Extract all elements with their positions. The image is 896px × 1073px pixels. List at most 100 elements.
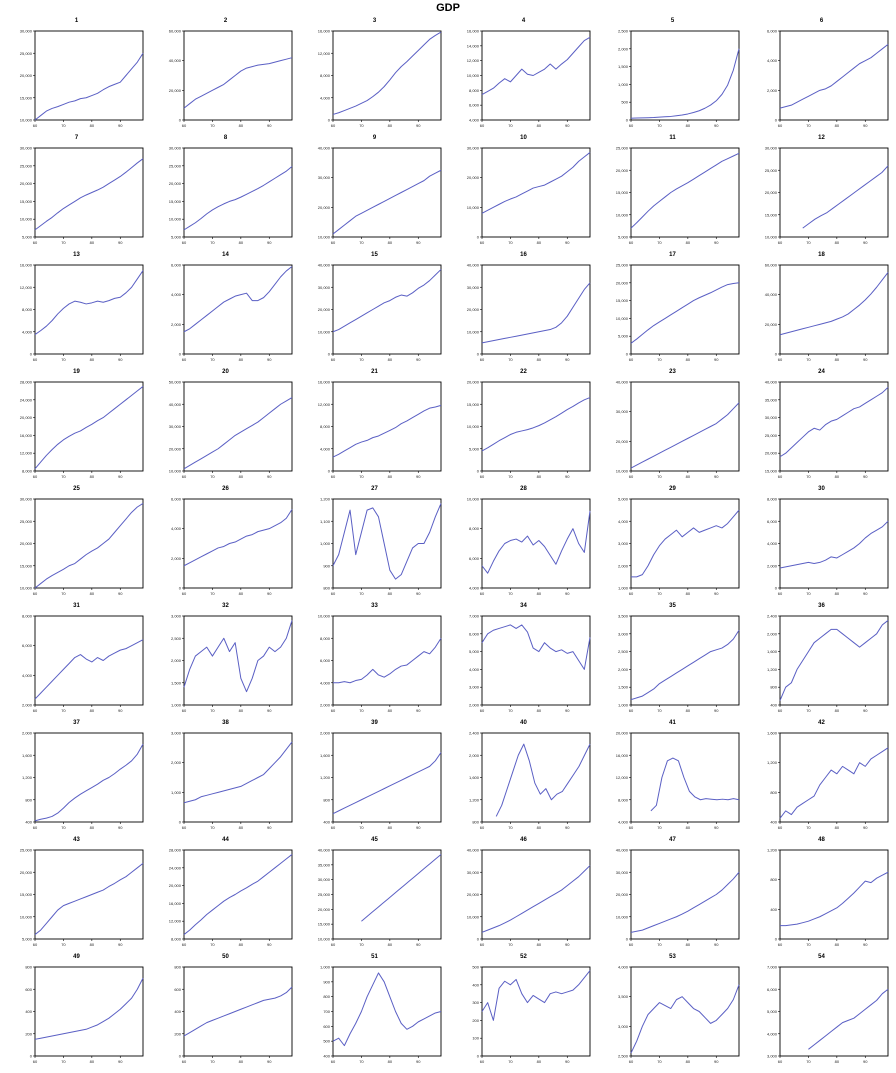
chart-panel: 14 6,000 4,000 2,000 0 60 70 80 90 (151, 252, 300, 369)
y-tick-label: 3,500 (618, 614, 629, 619)
y-tick-label: 28,000 (20, 380, 33, 385)
chart-panel: 46 40,000 30,000 20,000 10,000 0 60 70 80 90 (449, 837, 598, 954)
y-tick-label: 15,000 (467, 402, 480, 407)
y-tick-label: 12,000 (616, 775, 629, 780)
panel-title: 25 (73, 486, 80, 492)
y-tick-label: 0 (477, 352, 480, 357)
y-tick-label: 800 (25, 797, 32, 802)
x-tick-label: 90 (863, 123, 868, 128)
x-tick-label: 60 (182, 240, 187, 245)
x-tick-label: 80 (537, 357, 542, 362)
y-tick-label: 4,000 (171, 292, 182, 297)
x-tick-label: 90 (267, 357, 272, 362)
x-tick-label: 70 (657, 942, 662, 947)
y-tick-label: 4,000 (469, 667, 480, 672)
x-tick-label: 80 (686, 240, 691, 245)
x-tick-label: 70 (508, 123, 513, 128)
y-tick-label: 35,000 (765, 397, 778, 402)
x-tick-label: 60 (778, 942, 783, 947)
x-tick-label: 60 (33, 708, 38, 713)
chart-panel: 4 16,000 14,000 12,000 10,000 8,000 6,000 4,000… (449, 18, 598, 135)
x-tick-label: 90 (267, 591, 272, 596)
chart-panel: 23 40,000 30,000 20,000 10,000 60 70 80 90 (598, 369, 747, 486)
x-tick-label: 80 (537, 474, 542, 479)
x-tick-label: 90 (863, 591, 868, 596)
x-tick-label: 80 (686, 1059, 691, 1064)
x-tick-label: 90 (714, 942, 719, 947)
y-tick-label: 25,000 (765, 168, 778, 173)
panel-title: 39 (371, 720, 378, 726)
plot-frame (34, 381, 144, 472)
y-tick-label: 6,000 (171, 497, 182, 502)
x-tick-label: 70 (657, 474, 662, 479)
line-chart: 6,000 4,000 2,000 060 70 80 90 (767, 29, 889, 128)
y-tick-label: 200 (472, 1018, 479, 1023)
y-tick-label: 400 (472, 982, 479, 987)
y-tick-label: 8,000 (22, 469, 33, 474)
series-line (630, 282, 740, 344)
x-tick-label: 90 (565, 240, 570, 245)
y-tick-label: 20,000 (616, 280, 629, 285)
x-tick-label: 60 (331, 474, 336, 479)
x-tick-label: 60 (331, 942, 336, 947)
x-tick-label: 80 (686, 942, 691, 947)
y-tick-label: 1,000 (320, 965, 331, 970)
y-tick-label: 15,000 (20, 563, 33, 568)
x-tick-label: 60 (480, 708, 485, 713)
x-tick-label: 70 (61, 1059, 66, 1064)
y-tick-label: 6,000 (320, 658, 331, 663)
series-line (779, 43, 889, 109)
chart-panel: 28 10,000 8,000 6,000 4,000 60 70 80 90 (449, 486, 598, 603)
y-tick-label: 20,000 (616, 168, 629, 173)
y-tick-label: 6,000 (767, 987, 778, 992)
panel-title: 42 (818, 720, 825, 726)
x-tick-label: 60 (629, 708, 634, 713)
y-tick-label: 8,000 (22, 614, 33, 619)
y-tick-label: 20,000 (20, 181, 33, 186)
panel-title: 22 (520, 369, 527, 375)
series-line (650, 757, 740, 812)
y-tick-label: 3,000 (171, 614, 182, 619)
chart-panel: 7 30,000 25,000 20,000 15,000 10,000 5,000 60 70… (2, 135, 151, 252)
plot-frame (779, 732, 889, 823)
y-tick-label: 200 (25, 1031, 32, 1036)
y-tick-label: 400 (770, 907, 777, 912)
y-tick-label: 3,000 (469, 685, 480, 690)
x-tick-label: 70 (210, 240, 215, 245)
y-tick-label: 25,000 (20, 519, 33, 524)
series-line (802, 165, 889, 229)
plot-frame (630, 30, 740, 121)
x-tick-label: 80 (90, 825, 95, 830)
x-tick-label: 60 (331, 240, 336, 245)
y-tick-label: 6,000 (767, 29, 778, 34)
x-tick-label: 60 (778, 240, 783, 245)
plot-frame (332, 732, 442, 823)
x-tick-label: 90 (118, 825, 123, 830)
y-tick-label: 8,000 (618, 797, 629, 802)
y-tick-label: 0 (775, 352, 778, 357)
x-tick-label: 60 (480, 357, 485, 362)
series-line (495, 743, 591, 817)
y-tick-label: 15,000 (169, 199, 182, 204)
y-tick-label: 6,000 (171, 263, 182, 268)
x-tick-label: 90 (118, 357, 123, 362)
series-line (183, 986, 293, 1037)
y-tick-label: 2,000 (22, 703, 33, 708)
y-tick-label: 30,000 (616, 409, 629, 414)
series-line (332, 752, 442, 815)
chart-panel: 30 8,000 6,000 4,000 2,000 0 60 70 80 90 (747, 486, 896, 603)
x-tick-label: 90 (714, 357, 719, 362)
y-tick-label: 4,000 (618, 965, 629, 970)
x-tick-label: 70 (806, 357, 811, 362)
plot-frame (34, 615, 144, 706)
y-tick-label: 5,000 (22, 937, 33, 942)
y-tick-label: 10,000 (467, 73, 480, 78)
y-tick-label: 2,000 (767, 88, 778, 93)
y-tick-label: 20,000 (765, 190, 778, 195)
y-tick-label: 1,200 (320, 775, 331, 780)
x-tick-label: 90 (565, 825, 570, 830)
